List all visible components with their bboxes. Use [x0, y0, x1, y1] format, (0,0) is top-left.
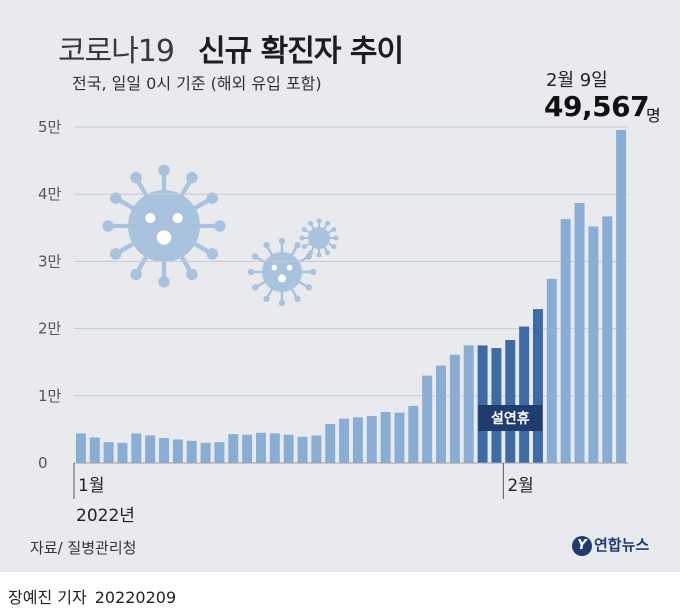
bar-2022-01-23: [380, 411, 391, 463]
holiday-label-box: [478, 405, 543, 431]
bar-2022-01-06: [145, 435, 156, 463]
reporter-name: 장예진 기자: [8, 588, 87, 607]
bar-2022-02-08: [602, 216, 613, 463]
bar-2022-01-29: [463, 345, 474, 463]
chart-bars: 설연휴: [75, 129, 627, 463]
bar-2022-01-13: [242, 434, 253, 463]
bar-2022-01-09: [186, 440, 197, 463]
bar-2022-01-22: [366, 415, 377, 463]
bar-2022-01-14: [255, 432, 266, 463]
chart-subtitle: 전국, 일일 0시 기준 (해외 유입 포함): [72, 74, 322, 93]
bar-2022-01-21: [352, 417, 363, 463]
bar-2022-01-25: [408, 405, 419, 463]
y-tick-label: 0: [38, 454, 48, 472]
bar-2022-01-20: [339, 418, 350, 463]
highlight-value: 49,567: [544, 90, 650, 123]
infographic-card: 0 1만 2만 3만 4만 5만 설연휴 1월 2022년 2월 코로나19 신규 확진자 추…: [0, 0, 680, 572]
bar-2022-02-03: [532, 309, 543, 463]
bar-2022-01-05: [131, 433, 142, 463]
highlight-date: 2월 9일: [546, 70, 608, 91]
bar-2022-01-27: [436, 365, 447, 463]
x-tick-label: 2월: [507, 476, 533, 496]
bar-2022-02-09: [616, 129, 627, 463]
bar-2022-01-10: [200, 442, 211, 463]
bar-2022-01-16: [283, 434, 294, 463]
bar-2022-01-28: [449, 354, 460, 463]
highlight-unit: 명: [646, 106, 661, 125]
bar-2022-01-03: [103, 442, 114, 463]
y-tick-label: 4만: [38, 185, 62, 203]
agency-logo: Y 연합뉴스: [572, 534, 649, 556]
bar-2022-01-24: [394, 412, 405, 463]
y-tick-label: 2만: [38, 320, 62, 338]
source-note: 자료/ 질병관리청: [30, 539, 137, 557]
virus-illustration: [102, 164, 339, 307]
bar-2022-01-19: [325, 424, 336, 463]
bar-2022-01-01: [75, 433, 86, 463]
y-tick-label: 5만: [38, 118, 62, 136]
virus-icon-medium: [247, 237, 317, 307]
logo-icon: Y: [572, 535, 592, 556]
chart-axis: 1월 2022년 2월: [73, 462, 628, 526]
virus-icon-small: [299, 218, 339, 258]
chart-title-prefix: 코로나19: [58, 34, 175, 69]
x-tick-label: 1월: [78, 476, 104, 496]
bar-2022-01-17: [297, 436, 308, 463]
bar-2022-02-07: [588, 226, 599, 463]
bar-chart: 0 1만 2만 3만 4만 5만 설연휴 1월 2022년 2월: [38, 118, 628, 526]
bar-2022-01-12: [228, 434, 239, 463]
bar-2022-01-11: [214, 442, 225, 463]
bar-2022-02-05: [560, 219, 571, 463]
bar-2022-02-02: [519, 326, 530, 463]
holiday-label: 설연휴: [491, 411, 530, 427]
bar-2022-01-15: [269, 433, 280, 463]
logo-text: 연합뉴스: [594, 536, 650, 554]
bar-2022-01-02: [89, 437, 100, 463]
bar-2022-01-08: [172, 439, 183, 463]
bar-2022-02-04: [546, 278, 557, 463]
bar-2022-02-01: [505, 340, 516, 463]
y-tick-label: 1만: [38, 387, 62, 405]
y-tick-label: 3만: [38, 252, 62, 270]
bar-2022-01-07: [159, 438, 170, 463]
credit-line: 장예진 기자 20220209: [8, 584, 176, 608]
bar-2022-01-30: [477, 345, 488, 463]
bar-2022-01-18: [311, 435, 322, 463]
bar-2022-02-06: [574, 202, 585, 463]
bar-2022-01-04: [117, 442, 128, 463]
x-year-label: 2022년: [76, 506, 135, 526]
bar-2022-01-26: [422, 375, 433, 463]
publish-date: 20220209: [94, 588, 177, 607]
chart-title: 신규 확진자 추이: [198, 34, 404, 69]
virus-icon-large: [102, 164, 226, 288]
